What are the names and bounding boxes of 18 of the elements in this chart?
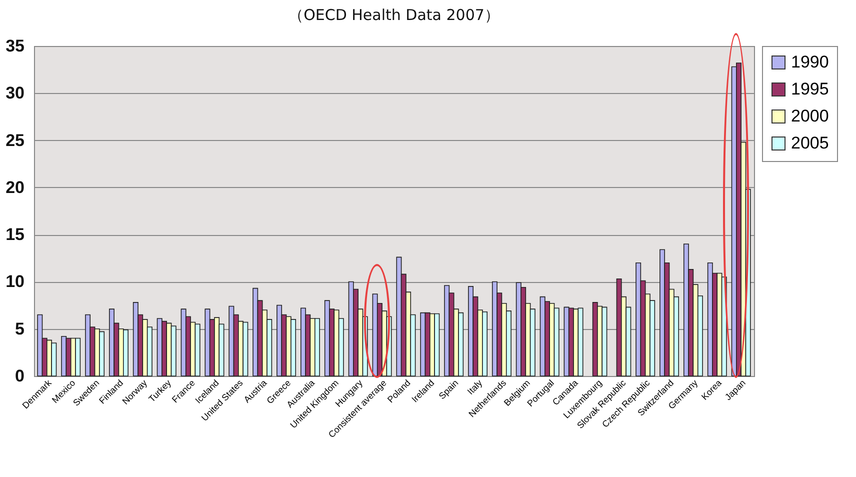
bar (444, 285, 450, 376)
legend-label: 2005 (791, 134, 829, 152)
bar (204, 308, 210, 376)
legend-label: 2000 (791, 106, 829, 126)
bar (61, 336, 67, 376)
y-tick-label: 5 (15, 319, 24, 338)
chart-title: （OECD Health Data 2007） (288, 6, 500, 24)
y-tick-label: 35 (6, 36, 24, 56)
y-tick-label: 10 (6, 272, 24, 292)
y-tick-label: 30 (6, 84, 24, 103)
legend-label: 1995 (791, 80, 829, 98)
y-tick-label: 20 (6, 178, 24, 197)
y-tick-label: 25 (6, 130, 24, 150)
legend-label: 1990 (791, 52, 829, 72)
y-tick-label: 15 (6, 225, 24, 244)
bar (636, 262, 642, 376)
y-tick-label: 0 (15, 366, 24, 386)
bar (314, 318, 320, 376)
